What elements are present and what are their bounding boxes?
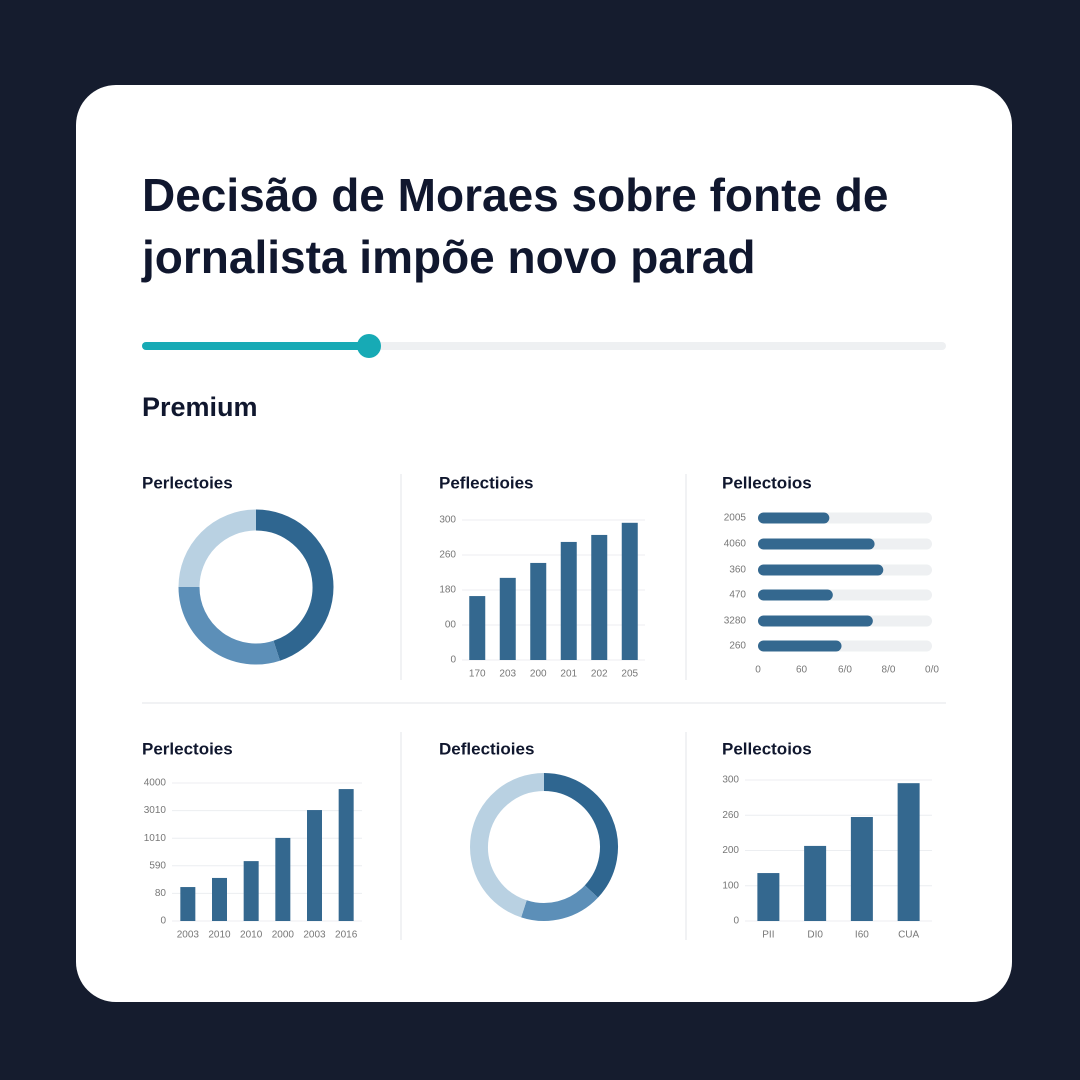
x-tick-label: 200 [530, 669, 547, 680]
y-tick-label: 0 [733, 916, 739, 927]
x-tick-label: 2010 [208, 930, 231, 941]
x-tick-label: 6/0 [838, 665, 852, 676]
x-tick-label: 2016 [335, 930, 358, 941]
y-tick-label: 180 [439, 585, 456, 596]
x-tick-label: 0 [755, 665, 761, 676]
bar [560, 541, 577, 660]
x-tick-label: 2000 [272, 930, 295, 941]
panel-title: Pellectoios [722, 473, 812, 492]
y-tick-label: 300 [722, 775, 739, 786]
x-tick-label: 8/0 [882, 665, 896, 676]
bar [530, 562, 547, 660]
bar [757, 873, 780, 921]
x-tick-label: 60 [796, 665, 808, 676]
donut-segment [521, 885, 598, 921]
x-tick-label: 205 [621, 669, 638, 680]
y-tick-label: 4060 [724, 539, 747, 550]
y-tick-label: 4000 [144, 778, 167, 789]
panel-title: Peflectioies [439, 473, 534, 492]
bar [758, 615, 873, 627]
x-tick-label: DI0 [807, 930, 823, 941]
y-tick-label: 3010 [144, 805, 167, 816]
donut-segment [178, 509, 257, 588]
panel-title: Perlectoies [142, 739, 233, 758]
y-tick-label: 200 [722, 845, 739, 856]
bar [758, 589, 833, 601]
bar [850, 817, 873, 921]
donut-segment [178, 586, 280, 665]
y-tick-label: 0 [160, 916, 166, 927]
x-tick-label: 201 [560, 669, 577, 680]
y-tick-label: 1010 [144, 833, 167, 844]
panel-title: Pellectoios [722, 739, 812, 758]
x-tick-label: 202 [591, 669, 608, 680]
panel-title: Perlectoies [142, 473, 233, 492]
bar [469, 596, 486, 660]
bar [758, 538, 875, 550]
donut-segment [255, 509, 334, 661]
bar [591, 534, 608, 660]
x-tick-label: 2010 [240, 930, 263, 941]
x-tick-label: PII [762, 930, 774, 941]
x-tick-label: 2003 [303, 930, 326, 941]
bar [897, 783, 920, 921]
y-tick-label: 590 [149, 860, 166, 871]
y-tick-label: 2005 [724, 513, 747, 524]
y-tick-label: 0 [450, 655, 456, 666]
donut-segment [543, 773, 618, 898]
y-tick-label: 100 [722, 880, 739, 891]
bar [275, 837, 291, 921]
panel-title: Deflectioies [439, 739, 534, 758]
card [76, 85, 1012, 1002]
x-tick-label: I60 [855, 930, 869, 941]
y-tick-label: 260 [729, 641, 746, 652]
donut-segment [470, 773, 545, 918]
bar [499, 577, 516, 660]
bar [243, 861, 259, 921]
headline: Decisão de Moraes sobre fonte de jornali… [142, 169, 889, 283]
x-tick-label: 170 [469, 669, 486, 680]
bar [212, 877, 227, 921]
slider-knob[interactable] [357, 334, 381, 358]
bar [621, 522, 638, 660]
y-tick-label: 470 [729, 590, 746, 601]
bar [180, 887, 196, 921]
y-tick-label: 3280 [724, 616, 747, 627]
y-tick-label: 360 [729, 565, 746, 576]
section-label: Premium [142, 392, 258, 422]
y-tick-label: 80 [155, 888, 167, 899]
bar [758, 640, 842, 652]
y-tick-label: 00 [445, 620, 457, 631]
bar [758, 512, 830, 524]
bar [338, 789, 354, 921]
x-tick-label: 203 [499, 669, 516, 680]
bar [804, 845, 827, 921]
x-tick-label: CUA [898, 930, 919, 941]
bar [307, 810, 322, 921]
y-tick-label: 260 [722, 810, 739, 821]
y-tick-label: 260 [439, 550, 456, 561]
bar [758, 564, 884, 576]
x-tick-label: 0/0 [925, 665, 939, 676]
x-tick-label: 2003 [177, 930, 200, 941]
y-tick-label: 300 [439, 515, 456, 526]
